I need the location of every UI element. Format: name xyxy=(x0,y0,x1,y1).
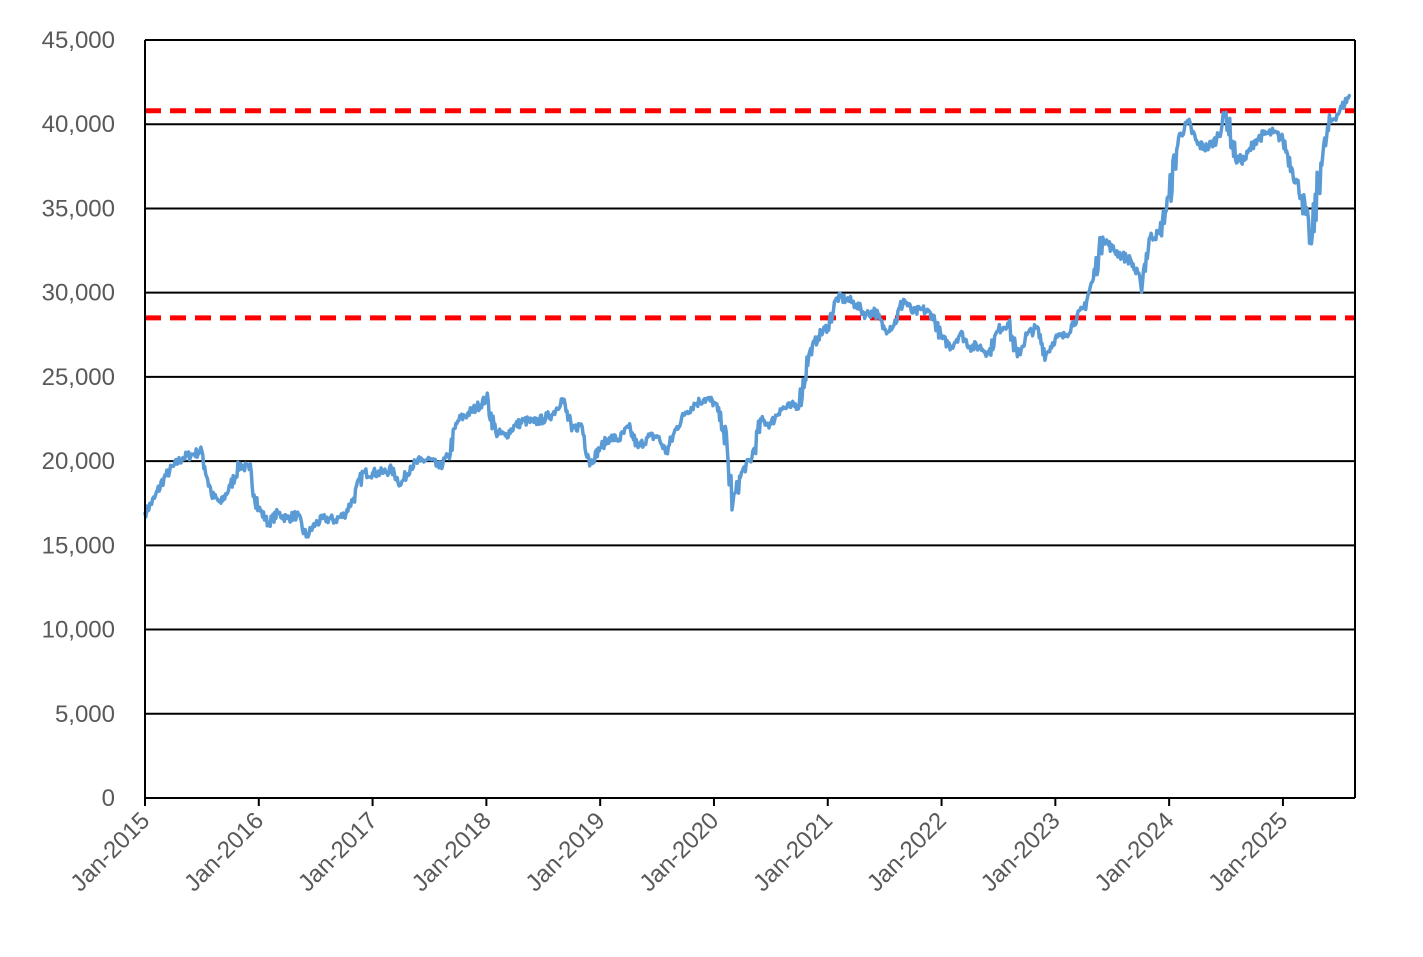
y-tick-label: 35,000 xyxy=(42,195,115,222)
reference-lines xyxy=(145,108,1355,321)
x-tick-label: Jan-2020 xyxy=(634,807,724,897)
x-tick-label: Jan-2017 xyxy=(293,807,383,897)
x-tick-label: Jan-2015 xyxy=(65,807,155,897)
y-tick-label: 15,000 xyxy=(42,532,115,559)
y-tick-label: 20,000 xyxy=(42,448,115,475)
gridlines xyxy=(145,39,1355,715)
series-line xyxy=(143,93,1352,539)
y-tick-label: 10,000 xyxy=(42,617,115,644)
axes xyxy=(144,40,1356,806)
y-tick-label: 30,000 xyxy=(42,280,115,307)
x-tick-label: Jan-2019 xyxy=(521,807,611,897)
y-tick-label: 0 xyxy=(102,785,115,812)
series-layer xyxy=(143,93,1352,539)
x-tick-label: Jan-2023 xyxy=(976,807,1066,897)
y-tick-label: 5,000 xyxy=(55,701,115,728)
x-tick-label: Jan-2021 xyxy=(748,807,838,897)
x-tick-label: Jan-2025 xyxy=(1203,807,1293,897)
x-tick-label: Jan-2018 xyxy=(407,807,497,897)
y-tick-label: 40,000 xyxy=(42,111,115,138)
y-axis-ticks: 0 5,000 10,000 15,000 20,000 25,000 30,000 35,0… xyxy=(42,27,115,812)
x-tick-label: Jan-2024 xyxy=(1090,807,1180,897)
x-axis-ticks: Jan-2015 Jan-2016 Jan-2017 Jan-2018 Jan-2019… xyxy=(65,807,1293,897)
y-tick-label: 25,000 xyxy=(42,364,115,391)
x-tick-label: Jan-2016 xyxy=(179,807,269,897)
y-tick-label: 45,000 xyxy=(42,27,115,54)
x-tick-label: Jan-2022 xyxy=(862,807,952,897)
